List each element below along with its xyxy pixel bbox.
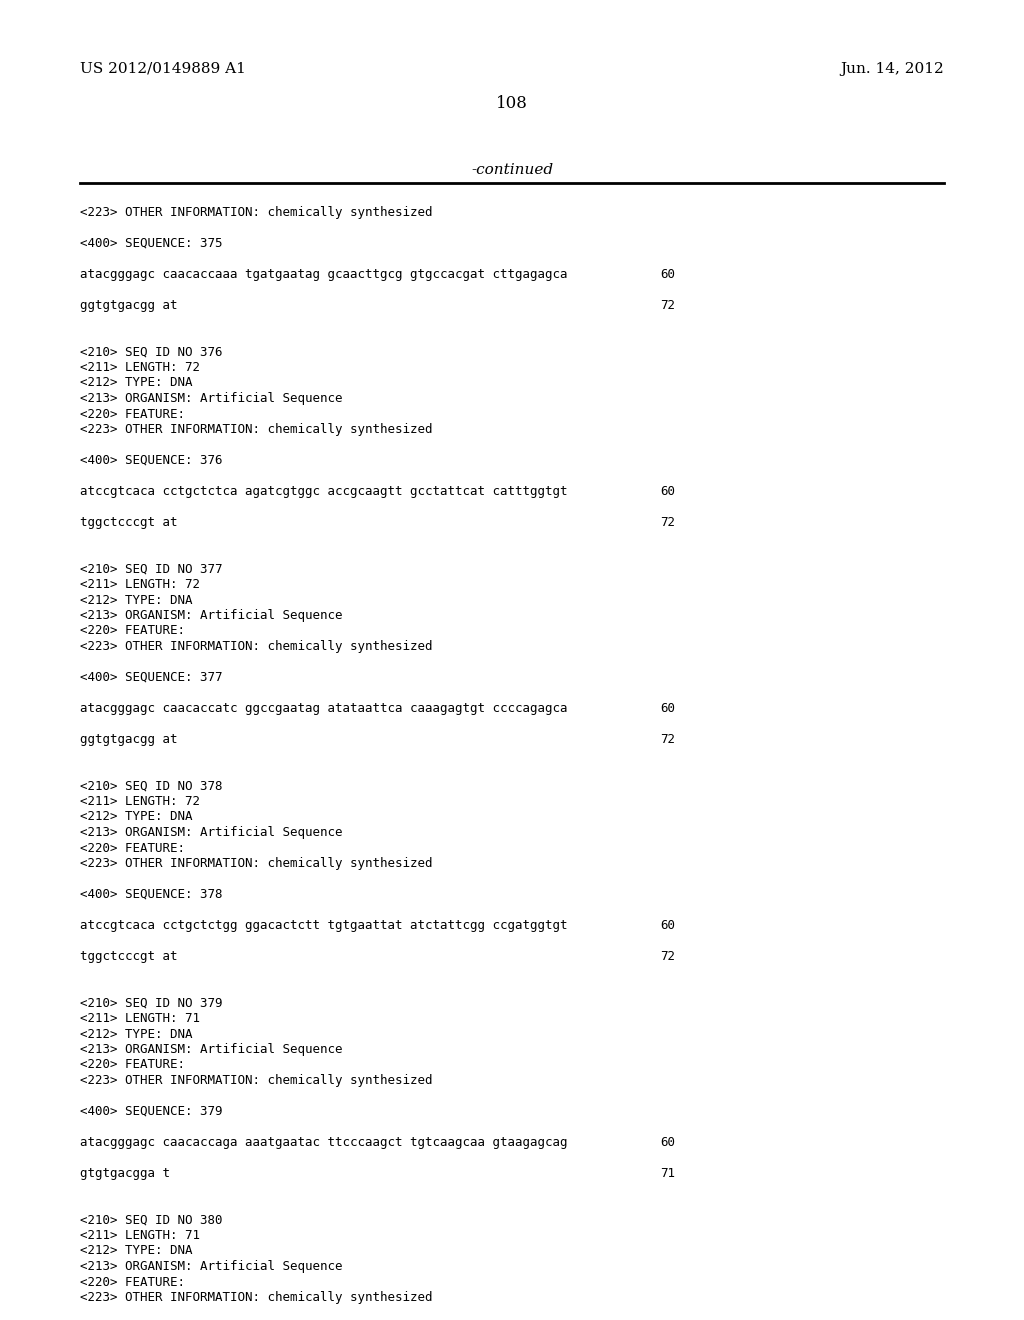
Text: tggctcccgt at: tggctcccgt at xyxy=(80,516,177,529)
Text: <220> FEATURE:: <220> FEATURE: xyxy=(80,624,185,638)
Text: <211> LENGTH: 71: <211> LENGTH: 71 xyxy=(80,1012,200,1026)
Text: <211> LENGTH: 72: <211> LENGTH: 72 xyxy=(80,578,200,591)
Text: atccgtcaca cctgctctgg ggacactctt tgtgaattat atctattcgg ccgatggtgt: atccgtcaca cctgctctgg ggacactctt tgtgaat… xyxy=(80,919,567,932)
Text: 60: 60 xyxy=(660,919,675,932)
Text: <213> ORGANISM: Artificial Sequence: <213> ORGANISM: Artificial Sequence xyxy=(80,826,342,840)
Text: ggtgtgacgg at: ggtgtgacgg at xyxy=(80,300,177,312)
Text: 60: 60 xyxy=(660,268,675,281)
Text: tggctcccgt at: tggctcccgt at xyxy=(80,950,177,964)
Text: <211> LENGTH: 72: <211> LENGTH: 72 xyxy=(80,795,200,808)
Text: <210> SEQ ID NO 376: <210> SEQ ID NO 376 xyxy=(80,346,222,359)
Text: atacgggagc caacaccatc ggccgaatag atataattca caaagagtgt ccccagagca: atacgggagc caacaccatc ggccgaatag atataat… xyxy=(80,702,567,715)
Text: <400> SEQUENCE: 378: <400> SEQUENCE: 378 xyxy=(80,888,222,902)
Text: gtgtgacgga t: gtgtgacgga t xyxy=(80,1167,170,1180)
Text: <213> ORGANISM: Artificial Sequence: <213> ORGANISM: Artificial Sequence xyxy=(80,392,342,405)
Text: 72: 72 xyxy=(660,300,675,312)
Text: 60: 60 xyxy=(660,1137,675,1148)
Text: <210> SEQ ID NO 380: <210> SEQ ID NO 380 xyxy=(80,1213,222,1226)
Text: 60: 60 xyxy=(660,702,675,715)
Text: <212> TYPE: DNA: <212> TYPE: DNA xyxy=(80,1027,193,1040)
Text: atccgtcaca cctgctctca agatcgtggc accgcaagtt gcctattcat catttggtgt: atccgtcaca cctgctctca agatcgtggc accgcaa… xyxy=(80,484,567,498)
Text: ggtgtgacgg at: ggtgtgacgg at xyxy=(80,733,177,746)
Text: Jun. 14, 2012: Jun. 14, 2012 xyxy=(841,62,944,77)
Text: <223> OTHER INFORMATION: chemically synthesized: <223> OTHER INFORMATION: chemically synt… xyxy=(80,422,432,436)
Text: 72: 72 xyxy=(660,516,675,529)
Text: <223> OTHER INFORMATION: chemically synthesized: <223> OTHER INFORMATION: chemically synt… xyxy=(80,640,432,653)
Text: <223> OTHER INFORMATION: chemically synthesized: <223> OTHER INFORMATION: chemically synt… xyxy=(80,206,432,219)
Text: atacgggagc caacaccaga aaatgaatac ttcccaagct tgtcaagcaa gtaagagcag: atacgggagc caacaccaga aaatgaatac ttcccaa… xyxy=(80,1137,567,1148)
Text: 72: 72 xyxy=(660,733,675,746)
Text: <212> TYPE: DNA: <212> TYPE: DNA xyxy=(80,810,193,824)
Text: <210> SEQ ID NO 378: <210> SEQ ID NO 378 xyxy=(80,780,222,792)
Text: 71: 71 xyxy=(660,1167,675,1180)
Text: <210> SEQ ID NO 379: <210> SEQ ID NO 379 xyxy=(80,997,222,1010)
Text: <212> TYPE: DNA: <212> TYPE: DNA xyxy=(80,1245,193,1258)
Text: <223> OTHER INFORMATION: chemically synthesized: <223> OTHER INFORMATION: chemically synt… xyxy=(80,1291,432,1304)
Text: <400> SEQUENCE: 375: <400> SEQUENCE: 375 xyxy=(80,238,222,249)
Text: <212> TYPE: DNA: <212> TYPE: DNA xyxy=(80,594,193,606)
Text: US 2012/0149889 A1: US 2012/0149889 A1 xyxy=(80,62,246,77)
Text: <210> SEQ ID NO 377: <210> SEQ ID NO 377 xyxy=(80,562,222,576)
Text: <400> SEQUENCE: 379: <400> SEQUENCE: 379 xyxy=(80,1105,222,1118)
Text: <220> FEATURE:: <220> FEATURE: xyxy=(80,408,185,421)
Text: -continued: -continued xyxy=(471,162,553,177)
Text: <213> ORGANISM: Artificial Sequence: <213> ORGANISM: Artificial Sequence xyxy=(80,609,342,622)
Text: <213> ORGANISM: Artificial Sequence: <213> ORGANISM: Artificial Sequence xyxy=(80,1043,342,1056)
Text: <400> SEQUENCE: 376: <400> SEQUENCE: 376 xyxy=(80,454,222,467)
Text: <213> ORGANISM: Artificial Sequence: <213> ORGANISM: Artificial Sequence xyxy=(80,1261,342,1272)
Text: <211> LENGTH: 72: <211> LENGTH: 72 xyxy=(80,360,200,374)
Text: atacgggagc caacaccaaa tgatgaatag gcaacttgcg gtgccacgat cttgagagca: atacgggagc caacaccaaa tgatgaatag gcaactt… xyxy=(80,268,567,281)
Text: <220> FEATURE:: <220> FEATURE: xyxy=(80,1059,185,1072)
Text: <223> OTHER INFORMATION: chemically synthesized: <223> OTHER INFORMATION: chemically synt… xyxy=(80,1074,432,1086)
Text: <211> LENGTH: 71: <211> LENGTH: 71 xyxy=(80,1229,200,1242)
Text: 72: 72 xyxy=(660,950,675,964)
Text: <220> FEATURE:: <220> FEATURE: xyxy=(80,842,185,854)
Text: <400> SEQUENCE: 377: <400> SEQUENCE: 377 xyxy=(80,671,222,684)
Text: <223> OTHER INFORMATION: chemically synthesized: <223> OTHER INFORMATION: chemically synt… xyxy=(80,857,432,870)
Text: 108: 108 xyxy=(496,95,528,112)
Text: <220> FEATURE:: <220> FEATURE: xyxy=(80,1275,185,1288)
Text: <212> TYPE: DNA: <212> TYPE: DNA xyxy=(80,376,193,389)
Text: 60: 60 xyxy=(660,484,675,498)
